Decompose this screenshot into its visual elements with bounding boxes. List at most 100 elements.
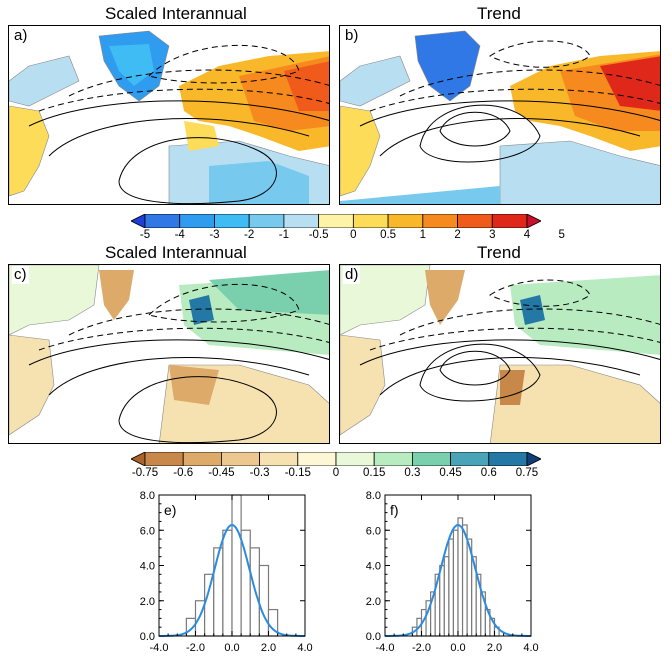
x-tick-label: 4.0 xyxy=(523,642,538,654)
precipitation-colorbar-tick-label: 0.6 xyxy=(480,467,497,479)
y-tick-label: 6.0 xyxy=(140,525,155,537)
panel-d-label: d) xyxy=(343,266,361,284)
temperature-colorbar-tick-label: -3 xyxy=(209,229,220,241)
temperature-colorbar-tick-label: 0 xyxy=(350,229,357,241)
histogram-bar xyxy=(443,556,450,637)
panel-b-label: b) xyxy=(343,27,361,45)
precipitation-colorbar-swatch-6 xyxy=(335,451,375,467)
y-tick-label: 4.0 xyxy=(366,561,381,573)
precipitation-colorbar-swatch-3 xyxy=(221,451,261,467)
gaussian-fit-curve xyxy=(159,523,305,637)
temperature-colorbar-swatch-2 xyxy=(179,213,215,229)
precipitation-colorbar-tick-label: -0.75 xyxy=(131,467,159,479)
temperature-colorbar-tick-label: -5 xyxy=(139,229,151,241)
histogram-bar xyxy=(439,564,445,637)
precipitation-colorbar-swatch-4 xyxy=(259,451,299,467)
temperature-map-b xyxy=(340,26,660,204)
x-tick-label: -4.0 xyxy=(376,642,395,654)
temperature-colorbar-swatch-8 xyxy=(387,213,424,229)
gaussian-fit-curve xyxy=(385,523,531,637)
temperature-colorbar-swatch-1 xyxy=(144,213,181,229)
precipitation-colorbar-tick-label: 0 xyxy=(332,467,340,479)
precipitation-colorbar-swatch-9 xyxy=(450,451,490,467)
precipitation-colorbar-swatch-7 xyxy=(373,451,413,467)
precipitation-colorbar-tick-label: -0.45 xyxy=(208,467,235,479)
histogram-bar xyxy=(457,517,464,637)
x-tick-label: 2.0 xyxy=(261,642,276,654)
y-tick-label: 2.0 xyxy=(366,596,381,608)
precipitation-colorbar-tick-label: -0.15 xyxy=(284,467,311,479)
temperature-colorbar-tick-label: -1 xyxy=(278,229,290,241)
histogram-bar xyxy=(231,494,242,637)
histogram-bar xyxy=(258,564,270,637)
precipitation-colorbar-tick-label: 0.3 xyxy=(404,467,421,479)
map-panel-b: b) xyxy=(339,25,661,205)
y-tick-label: 0.0 xyxy=(366,631,381,643)
histogram-bar xyxy=(448,538,455,637)
temperature-colorbar-swatch-11 xyxy=(491,213,528,229)
x-tick-label: -2.0 xyxy=(186,642,205,654)
precipitation-colorbar-swatch-5 xyxy=(297,451,337,467)
histogram-bar xyxy=(452,529,459,637)
histogram-e: -4.0 -2.0 0.0 2.0 4.0 0.0 2.0 4.0 6.0 8.0 e) xyxy=(125,487,315,666)
x-tick-label: 4.0 xyxy=(297,642,312,654)
map-panel-c: c) xyxy=(8,264,330,444)
temperature-colorbar-labels: -5 -4 -3 -2 -1 -0.5 0 0.5 1 2 3 4 5 xyxy=(131,229,565,243)
precipitation-colorbar-tick-label: 0.45 xyxy=(439,467,462,479)
temperature-colorbar-tick-label: -2 xyxy=(244,229,255,241)
temperature-colorbar-swatch-7 xyxy=(352,213,389,229)
panel-d-title: Trend xyxy=(477,243,521,262)
temperature-colorbar-swatch-6 xyxy=(318,213,354,229)
y-tick-label: 8.0 xyxy=(366,490,381,502)
precipitation-colorbar-tick-label: 0.15 xyxy=(362,467,386,479)
precipitation-colorbar-swatch-0 xyxy=(130,451,146,467)
x-tick-label: -4.0 xyxy=(150,642,169,654)
precipitation-colorbar-swatch-11 xyxy=(526,451,542,467)
panel-label: f) xyxy=(390,502,399,518)
temperature-colorbar-tick-label: 4 xyxy=(523,229,531,241)
y-tick-label: 8.0 xyxy=(140,490,155,502)
panel-label: e) xyxy=(164,502,176,518)
panel-c-label: c) xyxy=(12,266,29,284)
y-tick-label: 6.0 xyxy=(366,525,381,537)
y-tick-label: 0.0 xyxy=(140,631,155,643)
histogram-bar xyxy=(461,524,468,637)
temperature-colorbar-swatch-4 xyxy=(248,213,285,229)
precipitation-colorbar xyxy=(130,451,542,467)
temperature-colorbar-swatch-3 xyxy=(214,213,250,229)
precipitation-colorbar-swatch-10 xyxy=(488,451,528,467)
temperature-colorbar-tick-label: 2 xyxy=(454,229,461,241)
temperature-colorbar xyxy=(130,213,542,229)
temperature-colorbar-tick-label: -0.5 xyxy=(308,229,329,241)
temperature-colorbar-swatch-10 xyxy=(457,213,493,229)
precipitation-colorbar-labels: -0.75 -0.6 -0.45 -0.3 -0.15 0 0.15 0.3 0.45 0.6 0.… xyxy=(131,467,541,481)
temperature-map-a xyxy=(9,26,329,204)
map-panel-a: a) xyxy=(8,25,330,205)
map-panel-d: d) xyxy=(339,264,661,444)
x-tick-label: -2.0 xyxy=(412,642,431,654)
precipitation-colorbar-swatch-1 xyxy=(144,451,184,467)
x-tick-label: 0.0 xyxy=(450,642,465,654)
precipitation-colorbar-tick-label: -0.3 xyxy=(249,467,270,479)
panel-a-title: Scaled Interannual xyxy=(105,4,247,23)
temperature-colorbar-tick-label: 1 xyxy=(419,229,427,241)
temperature-colorbar-swatch-0 xyxy=(130,213,146,229)
panel-c-title: Scaled Interannual xyxy=(105,243,247,262)
y-tick-label: 4.0 xyxy=(140,561,155,573)
precipitation-map-d xyxy=(340,265,660,443)
temperature-colorbar-swatch-9 xyxy=(422,213,458,229)
temperature-colorbar-swatch-5 xyxy=(283,213,320,229)
temperature-colorbar-tick-label: -4 xyxy=(174,229,185,241)
precipitation-map-c xyxy=(9,265,329,443)
temperature-colorbar-tick-label: 5 xyxy=(558,229,565,241)
x-tick-label: 2.0 xyxy=(487,642,502,654)
temperature-colorbar-swatch-12 xyxy=(526,213,542,229)
histogram-bar xyxy=(204,573,215,637)
histogram-bar xyxy=(213,547,224,637)
panel-b-title: Trend xyxy=(477,4,521,23)
precipitation-colorbar-swatch-8 xyxy=(411,451,451,467)
precipitation-colorbar-swatch-2 xyxy=(182,451,222,467)
histogram-bar xyxy=(222,529,233,637)
x-tick-label: 0.0 xyxy=(224,642,239,654)
panel-a-label: a) xyxy=(12,27,30,45)
